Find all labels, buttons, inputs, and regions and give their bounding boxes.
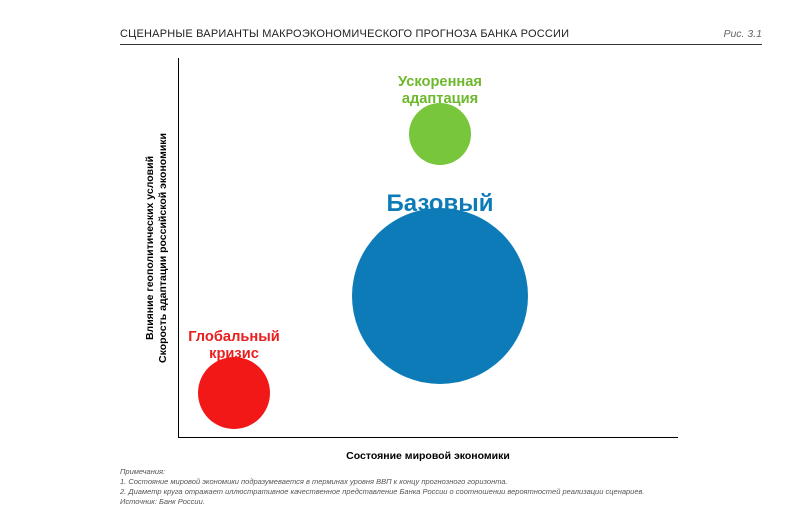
bubble-label-baseline: Базовый (387, 190, 494, 218)
page: СЦЕНАРНЫЕ ВАРИАНТЫ МАКРОЭКОНОМИЧЕСКОГО П… (0, 0, 800, 525)
y-axis-label-line1: Влияние геополитических условий (144, 133, 157, 363)
y-axis (178, 58, 179, 438)
footnotes: Примечания: 1. Состояние мировой экономи… (120, 467, 762, 508)
bubble-label-accelerated: Ускореннаяадаптация (398, 74, 482, 108)
y-axis-label: Влияние геополитических условий Скорость… (144, 18, 171, 248)
chart-title: СЦЕНАРНЫЕ ВАРИАНТЫ МАКРОЭКОНОМИЧЕСКОГО П… (120, 28, 569, 40)
x-axis-label: Состояние мировой экономики (178, 450, 678, 462)
bubble-label-crisis: Глобальныйкризис (188, 329, 280, 363)
y-axis-label-line2: Скорость адаптации российской экономики (157, 133, 170, 363)
footnotes-heading: Примечания: (120, 467, 762, 477)
footnote-2: 2. Диаметр круга отражает иллюстративное… (120, 487, 762, 497)
bubble-accelerated (409, 103, 471, 165)
bubble-baseline (352, 208, 528, 384)
figure-label: Рис. 3.1 (723, 28, 762, 40)
x-axis (178, 437, 678, 438)
bubble-chart: Влияние геополитических условий Скорость… (178, 58, 678, 438)
footnote-1: 1. Состояние мировой экономики подразуме… (120, 477, 762, 487)
bubble-crisis (198, 357, 270, 429)
header: СЦЕНАРНЫЕ ВАРИАНТЫ МАКРОЭКОНОМИЧЕСКОГО П… (120, 28, 762, 45)
footnote-source: Источник: Банк России. (120, 497, 762, 507)
